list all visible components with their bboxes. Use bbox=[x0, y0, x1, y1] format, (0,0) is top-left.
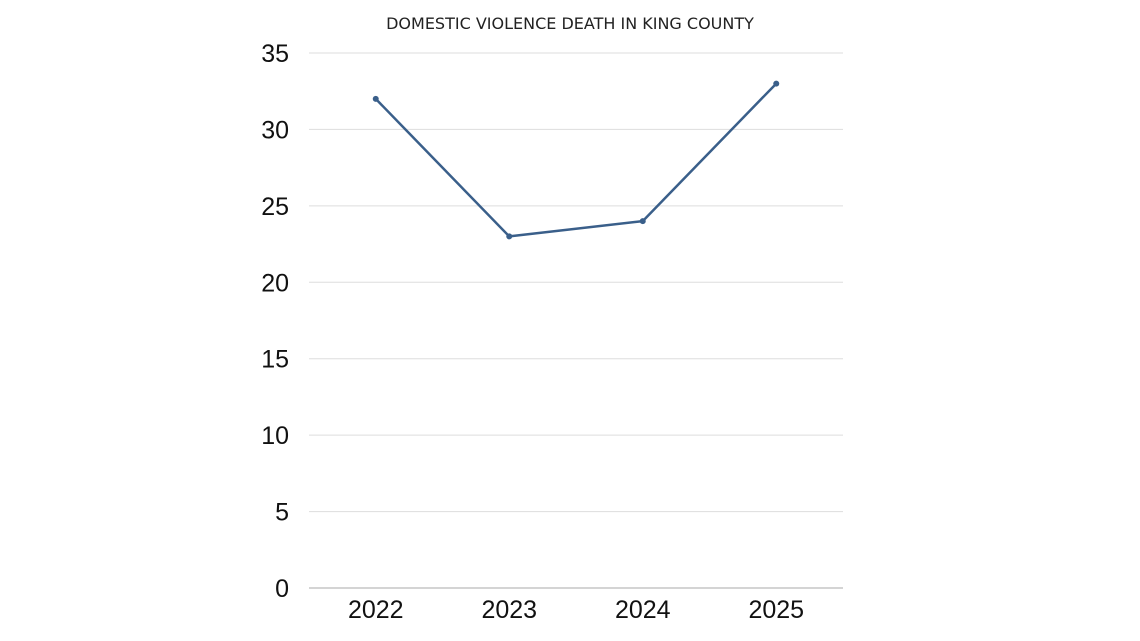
series-line bbox=[374, 82, 778, 238]
y-tick-label: 30 bbox=[261, 116, 289, 144]
data-point bbox=[506, 233, 513, 240]
data-point bbox=[372, 95, 379, 102]
y-tick-label: 25 bbox=[261, 193, 289, 221]
data-point bbox=[639, 218, 646, 225]
x-tick-label: 2024 bbox=[615, 596, 671, 624]
y-tick-label: 15 bbox=[261, 346, 289, 374]
x-tick-label: 2022 bbox=[348, 596, 404, 624]
y-tick-label: 0 bbox=[275, 575, 289, 603]
x-tick-label: 2025 bbox=[748, 596, 804, 624]
chart-title: DOMESTIC VIOLENCE DEATH IN KING COUNTY bbox=[386, 14, 754, 33]
data-point bbox=[773, 80, 780, 87]
y-tick-label: 35 bbox=[261, 40, 289, 68]
x-tick-label: 2023 bbox=[481, 596, 537, 624]
y-tick-label: 5 bbox=[275, 499, 289, 527]
y-tick-label: 10 bbox=[261, 422, 289, 450]
y-tick-label: 20 bbox=[261, 269, 289, 297]
